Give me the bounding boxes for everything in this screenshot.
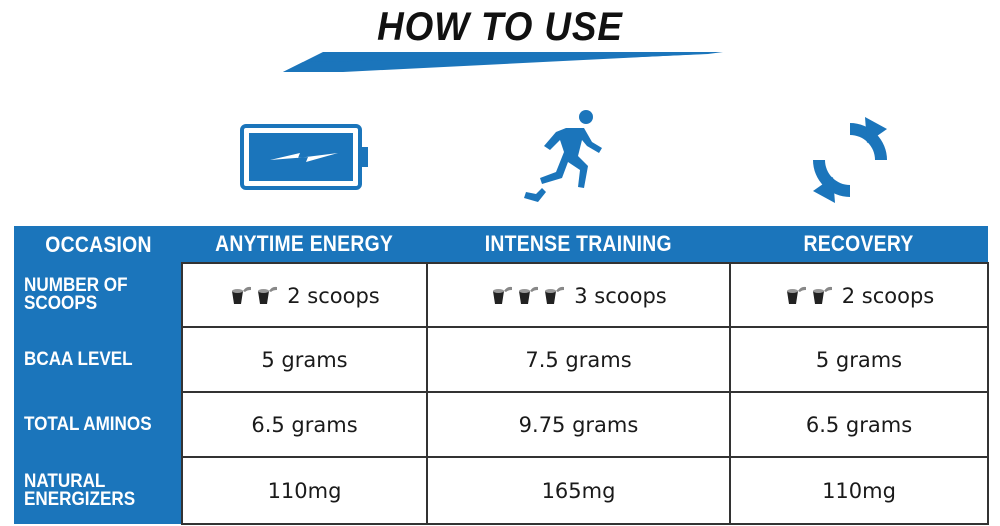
cell-scoops-recovery: 2 scoops (729, 262, 989, 328)
scoop-icon (232, 286, 252, 304)
cell-bcaa-anytime: 5 grams (181, 326, 428, 393)
cell-aminos-recovery: 6.5 grams (729, 391, 989, 458)
scoop-icon (519, 286, 539, 304)
scoop-amount: 2 scoops (841, 283, 935, 308)
recovery-cycle-icon (813, 117, 887, 203)
scoop-icon (493, 286, 513, 304)
table-row-scoops: NUMBER OF SCOOPS 2 scoops 3 scoops (14, 262, 989, 328)
header-intense-training: INTENSE TRAINING (427, 226, 730, 263)
row-label-energizers: NATURAL ENERGIZERS (14, 457, 182, 524)
scoop-icon (545, 286, 565, 304)
cell-bcaa-intense: 7.5 grams (426, 326, 731, 393)
cell-scoops-anytime: 2 scoops (181, 262, 428, 328)
scoop-group: 3 scoops (490, 284, 667, 308)
scoop-icon (812, 286, 832, 304)
row-label-bcaa: BCAA LEVEL (14, 327, 182, 392)
scoop-group: 2 scoops (784, 283, 935, 308)
usage-table: OCCASION ANYTIME ENERGY INTENSE TRAINING… (14, 226, 989, 525)
title-underline-swoosh (283, 52, 723, 72)
header-recovery: RECOVERY (730, 226, 988, 263)
cell-scoops-intense: 3 scoops (426, 262, 731, 328)
running-person-icon (524, 110, 602, 202)
cell-energizers-anytime: 110mg (181, 456, 428, 525)
scoop-icon (786, 286, 806, 304)
header-anytime-energy: ANYTIME ENERGY (182, 226, 427, 263)
page-title: HOW TO USE (377, 5, 623, 49)
row-label-aminos: TOTAL AMINOS (14, 392, 182, 457)
battery-charging-icon (240, 124, 368, 190)
cell-aminos-intense: 9.75 grams (426, 391, 731, 458)
row-label-scoops: NUMBER OF SCOOPS (14, 263, 182, 327)
table-row-bcaa: BCAA LEVEL 5 grams 7.5 grams 5 grams (14, 326, 989, 393)
cell-bcaa-recovery: 5 grams (729, 326, 989, 393)
usage-table-container: OCCASION ANYTIME ENERGY INTENSE TRAINING… (14, 226, 989, 525)
cell-aminos-anytime: 6.5 grams (181, 391, 428, 458)
scoop-amount: 2 scoops (287, 283, 380, 308)
table-row-aminos: TOTAL AMINOS 6.5 grams 9.75 grams 6.5 gr… (14, 391, 989, 458)
scoop-amount: 3 scoops (574, 283, 667, 308)
cell-energizers-recovery: 110mg (729, 456, 989, 525)
scoop-icon (258, 286, 278, 304)
cell-energizers-intense: 165mg (426, 456, 731, 525)
scoop-group: 2 scoops (229, 284, 380, 308)
table-row-energizers: NATURAL ENERGIZERS 110mg 165mg 110mg (14, 456, 989, 525)
table-header-row: OCCASION ANYTIME ENERGY INTENSE TRAINING… (14, 226, 988, 263)
header-occasion: OCCASION (14, 226, 182, 263)
